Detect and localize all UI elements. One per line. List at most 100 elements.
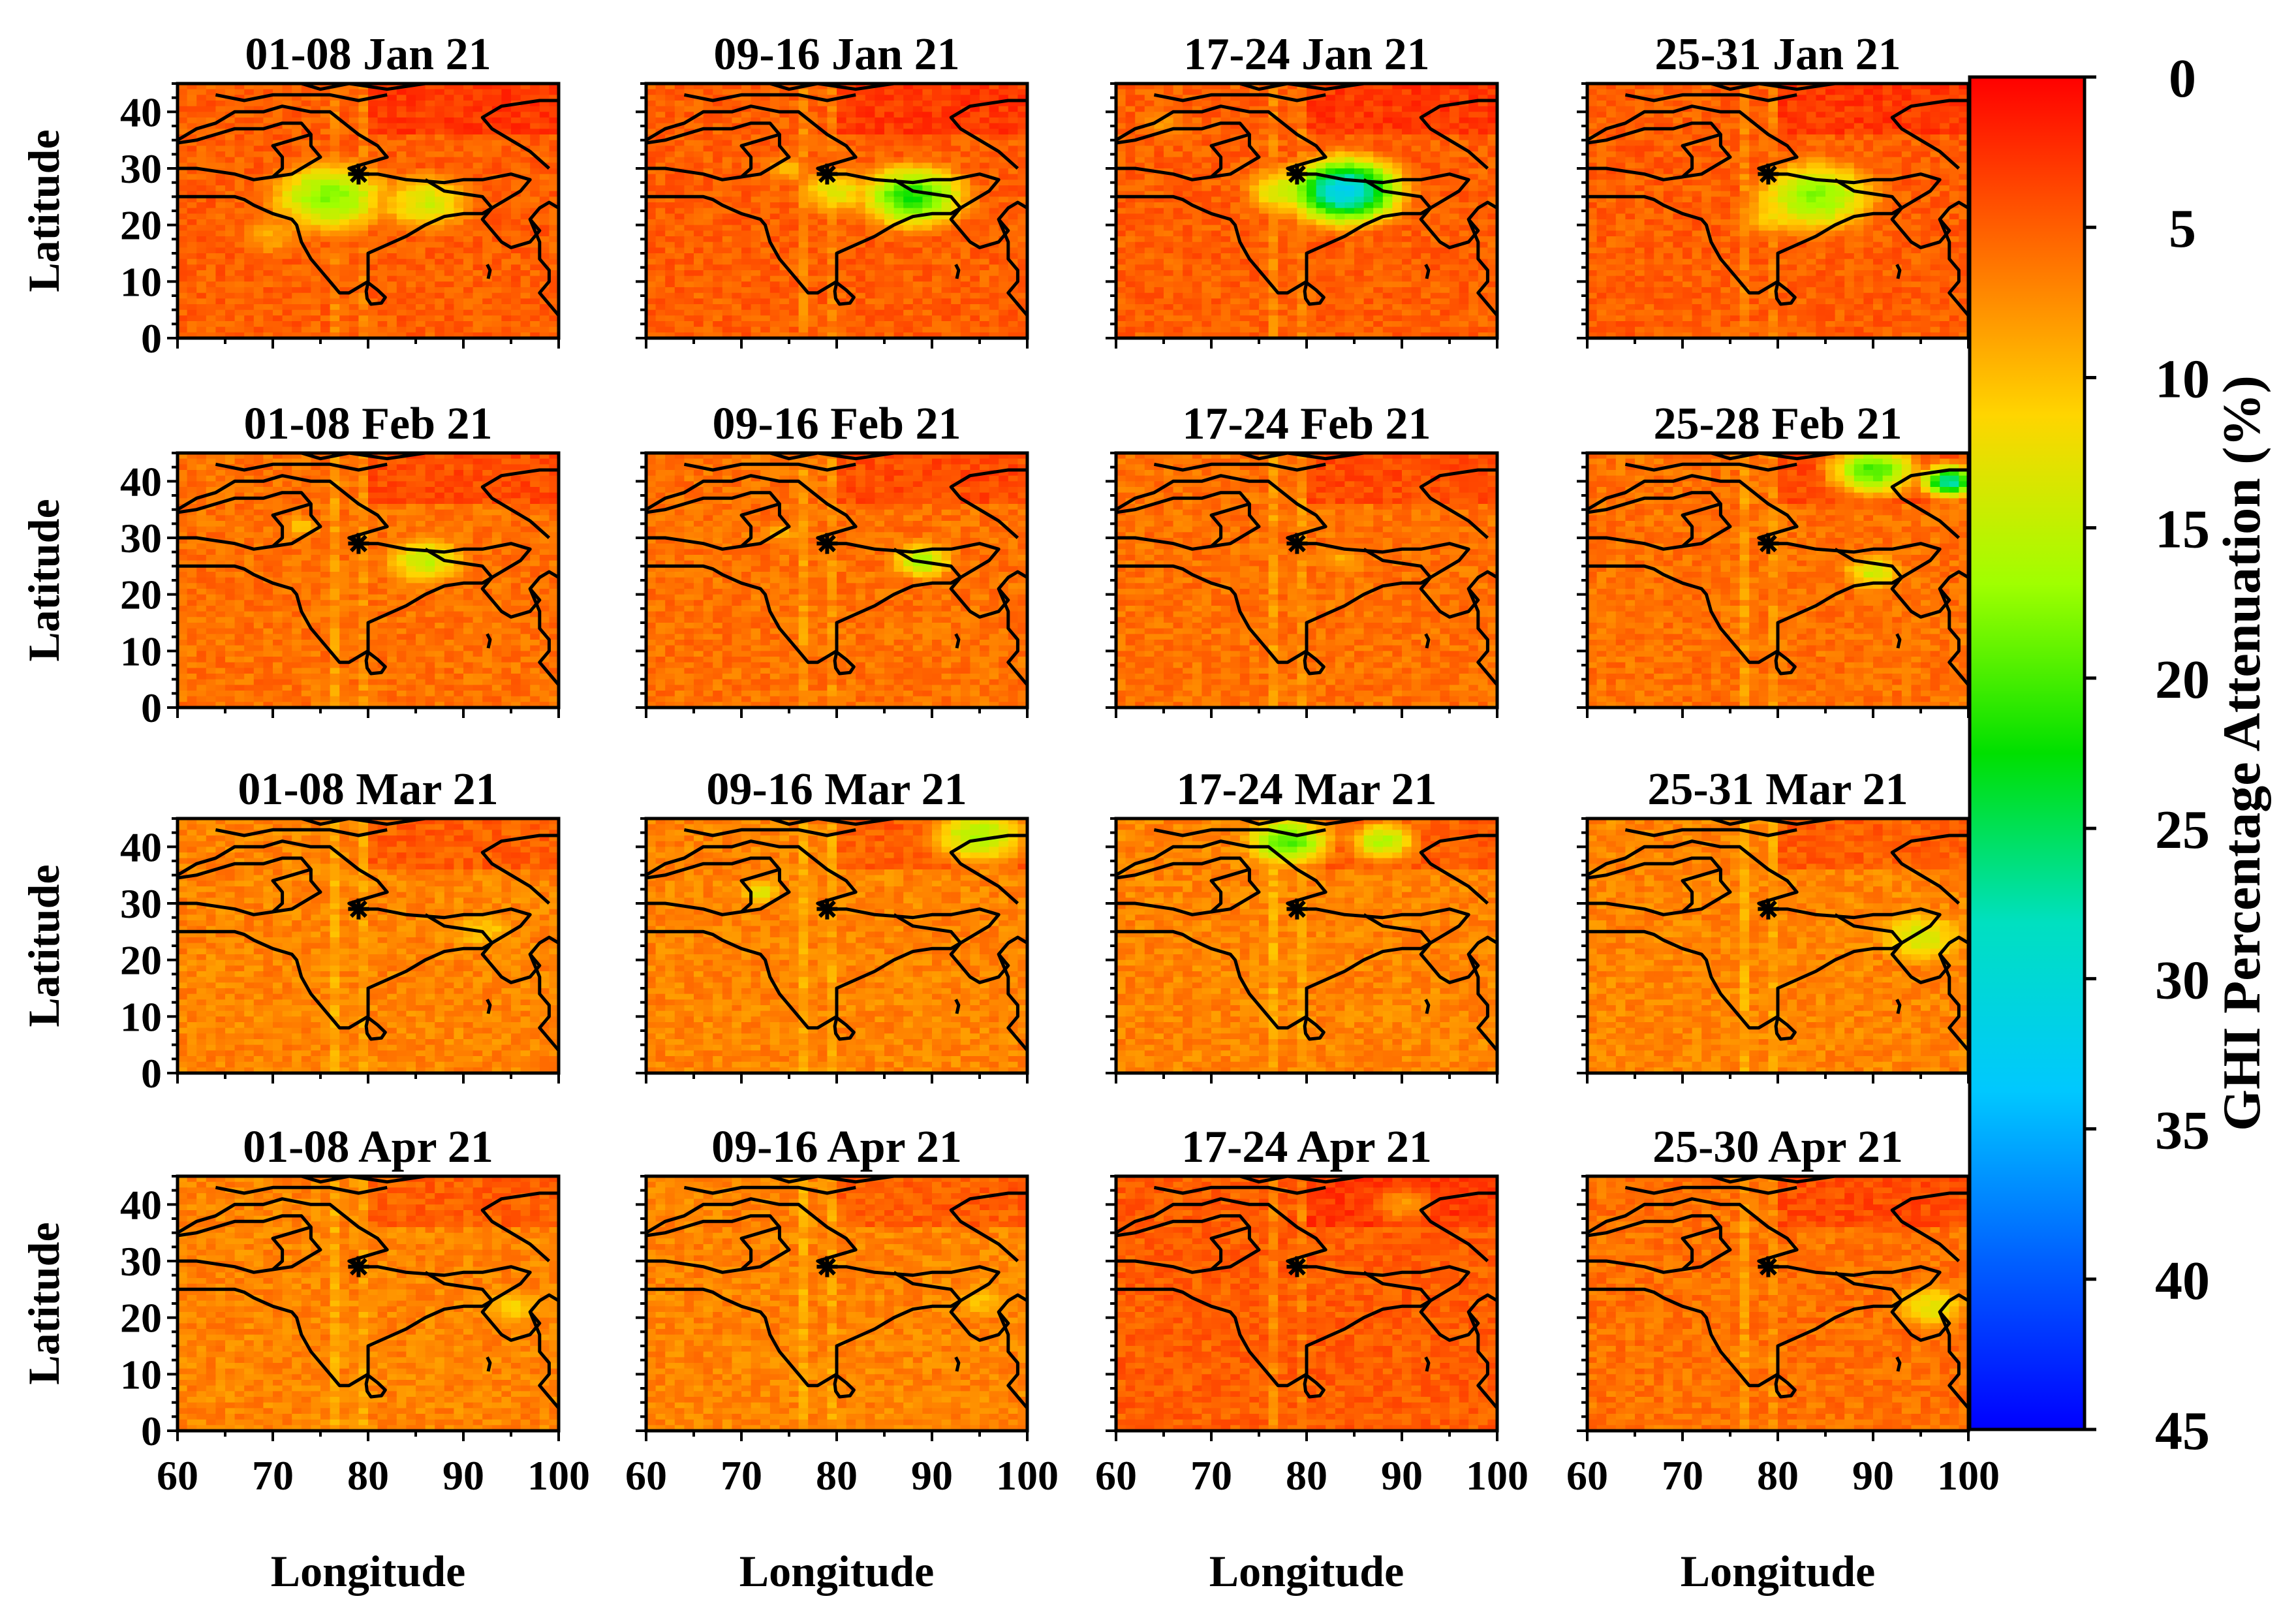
x-tick-label: 100 bbox=[527, 1452, 590, 1499]
colorbar-tick-label: 15 bbox=[2155, 499, 2210, 560]
panel-title: 17-24 Mar 21 bbox=[1176, 764, 1436, 815]
axis-ticks bbox=[1577, 817, 1970, 1084]
map-panel: 17-24 Jan 21 bbox=[1106, 29, 1499, 349]
axis-ticks bbox=[1106, 1175, 1498, 1441]
site-marker bbox=[1286, 1256, 1308, 1277]
heatmap-cells bbox=[1116, 1176, 1498, 1431]
colorbar-tick-label: 35 bbox=[2155, 1100, 2210, 1161]
y-tick-label: 10 bbox=[120, 1351, 162, 1397]
site-marker bbox=[348, 1256, 369, 1277]
site-marker bbox=[1758, 898, 1779, 920]
colorbar-tick-label: 10 bbox=[2155, 349, 2210, 409]
y-tick-label: 30 bbox=[120, 515, 162, 561]
site-marker bbox=[816, 1256, 838, 1277]
map-panel: 09-16 Mar 21 bbox=[636, 764, 1029, 1084]
country-outline bbox=[645, 82, 1029, 317]
x-tick-label: 60 bbox=[157, 1452, 198, 1499]
panel-title: 25-28 Feb 21 bbox=[1653, 399, 1902, 449]
map-panel: 25-30 Apr 21 60 70 80 90 100 Longitude bbox=[1566, 1122, 2000, 1596]
x-axis-label: Longitude bbox=[1209, 1546, 1404, 1596]
country-outline bbox=[645, 1174, 1029, 1409]
map-panel: 01-08 Feb 21 0 10 20 30 40 Latitude bbox=[19, 399, 561, 731]
country-outline bbox=[1586, 451, 1970, 686]
x-tick-label: 90 bbox=[1852, 1452, 1894, 1499]
country-outline bbox=[176, 1174, 560, 1409]
colorbar-tick-label: 30 bbox=[2155, 950, 2210, 1010]
axis-ticks bbox=[636, 452, 1029, 718]
map-panel: 25-28 Feb 21 bbox=[1577, 399, 1970, 718]
heatmap-cells bbox=[646, 1176, 1028, 1431]
site-marker bbox=[1286, 533, 1308, 554]
panel-title: 01-08 Feb 21 bbox=[243, 399, 492, 449]
map-panel: 17-24 Feb 21 bbox=[1106, 399, 1499, 718]
y-tick-label: 20 bbox=[120, 937, 162, 984]
panel-title: 09-16 Jan 21 bbox=[713, 29, 959, 80]
x-tick-label: 60 bbox=[1095, 1452, 1137, 1499]
country-outline bbox=[1115, 451, 1498, 686]
site-marker bbox=[816, 163, 838, 185]
y-tick-label: 40 bbox=[120, 458, 162, 505]
x-tick-label: 100 bbox=[1466, 1452, 1528, 1499]
panel-title: 01-08 Mar 21 bbox=[238, 764, 498, 815]
y-tick-label: 40 bbox=[120, 1181, 162, 1228]
axis-ticks bbox=[636, 817, 1029, 1084]
x-tick-label: 80 bbox=[347, 1452, 389, 1499]
heatmap-cells bbox=[1587, 84, 1969, 339]
panel-title: 01-08 Apr 21 bbox=[243, 1122, 493, 1172]
y-tick-label: 0 bbox=[141, 1408, 162, 1454]
colorbar-tick-label: 25 bbox=[2155, 800, 2210, 860]
x-tick-label: 70 bbox=[1190, 1452, 1232, 1499]
site-marker bbox=[1758, 163, 1779, 185]
colorbar-tick-label: 5 bbox=[2169, 198, 2196, 259]
axis-ticks bbox=[1577, 452, 1970, 718]
axis-ticks bbox=[167, 1175, 560, 1441]
country-outline bbox=[1586, 1174, 1970, 1409]
x-tick-label: 70 bbox=[252, 1452, 294, 1499]
country-outline bbox=[1586, 82, 1970, 317]
panel-title: 25-30 Apr 21 bbox=[1652, 1122, 1903, 1172]
country-outline bbox=[1586, 817, 1970, 1052]
y-tick-label: 0 bbox=[141, 1050, 162, 1097]
x-axis-label: Longitude bbox=[1681, 1546, 1876, 1596]
panel-title: 01-08 Jan 21 bbox=[245, 29, 491, 80]
country-outline bbox=[1115, 82, 1498, 317]
x-tick-label: 90 bbox=[442, 1452, 484, 1499]
panel-title: 09-16 Apr 21 bbox=[711, 1122, 962, 1172]
axis-ticks bbox=[1106, 817, 1498, 1084]
country-outline bbox=[1115, 1174, 1498, 1409]
x-tick-label: 60 bbox=[1566, 1452, 1608, 1499]
axis-ticks bbox=[167, 82, 560, 349]
heatmap-panels: 01-08 Jan 21 0 10 20 30 40 Latitude 09-16 Jan 2… bbox=[19, 29, 2000, 1596]
site-marker bbox=[1286, 163, 1308, 185]
colorbar-tick-label: 45 bbox=[2155, 1401, 2210, 1461]
country-outline bbox=[645, 817, 1029, 1052]
y-axis-label: Latitude bbox=[19, 1222, 69, 1384]
axis-ticks bbox=[167, 817, 560, 1084]
axis-ticks bbox=[636, 1175, 1029, 1441]
y-tick-label: 40 bbox=[120, 89, 162, 135]
y-tick-label: 0 bbox=[141, 685, 162, 731]
axis-ticks bbox=[1106, 452, 1498, 718]
panel-title: 09-16 Mar 21 bbox=[706, 764, 967, 815]
site-marker bbox=[816, 898, 838, 920]
x-tick-label: 70 bbox=[721, 1452, 762, 1499]
y-tick-label: 20 bbox=[120, 202, 162, 249]
map-panel: 09-16 Apr 21 60 70 80 90 100 Longitude bbox=[625, 1122, 1059, 1596]
panel-title: 17-24 Feb 21 bbox=[1182, 399, 1431, 449]
y-tick-label: 20 bbox=[120, 1295, 162, 1341]
site-marker bbox=[348, 898, 369, 920]
x-tick-label: 80 bbox=[1286, 1452, 1327, 1499]
axis-ticks bbox=[1577, 82, 1970, 349]
country-outline bbox=[176, 451, 560, 686]
colorbar-tick-label: 0 bbox=[2169, 48, 2196, 109]
map-panel: 01-08 Jan 21 0 10 20 30 40 Latitude bbox=[19, 29, 561, 362]
x-tick-label: 100 bbox=[996, 1452, 1059, 1499]
y-tick-label: 30 bbox=[120, 146, 162, 192]
country-outline bbox=[645, 451, 1029, 686]
panel-title: 09-16 Feb 21 bbox=[712, 399, 961, 449]
y-tick-label: 30 bbox=[120, 1238, 162, 1285]
panel-title: 25-31 Mar 21 bbox=[1647, 764, 1908, 815]
site-marker bbox=[348, 533, 369, 554]
y-tick-label: 10 bbox=[120, 628, 162, 674]
